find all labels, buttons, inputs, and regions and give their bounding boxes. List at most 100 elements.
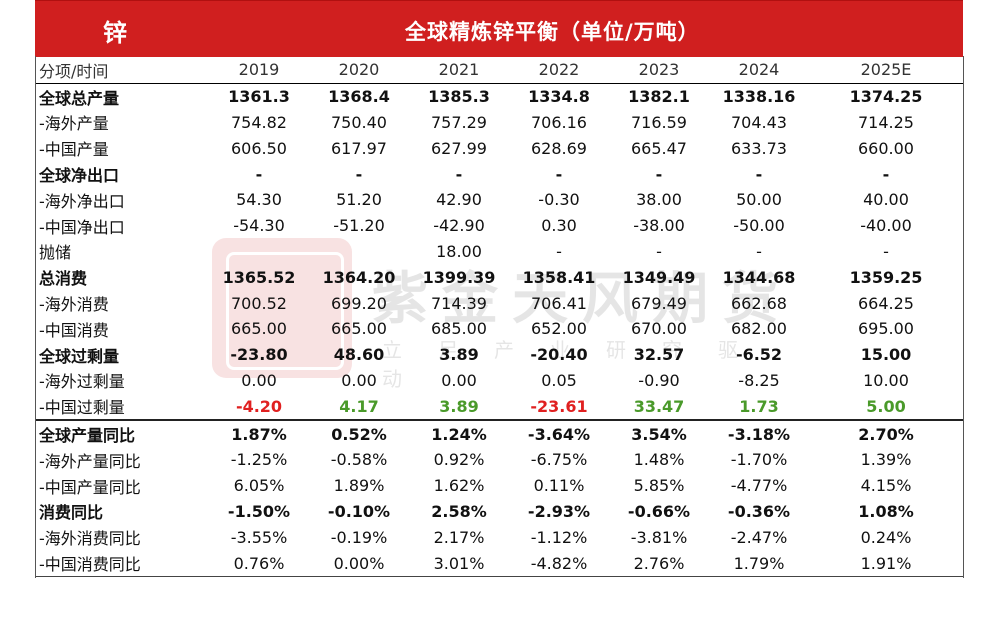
table-row: -中国产量同比 6.05% 1.89% 1.62% 0.11% 5.85% -4.77% 4.… (35, 473, 963, 499)
table-cell: 1.91% (809, 550, 963, 577)
table-cell: 1385.3 (428, 87, 490, 107)
table-cell: 679.49 (631, 293, 687, 313)
table-cell: 0.52% (309, 419, 409, 447)
table-cell: -23.61 (530, 396, 588, 416)
table-cell: 1.73 (739, 396, 779, 416)
table-cell: 3.89 (439, 345, 479, 365)
table-cell: -3.18% (709, 419, 809, 447)
table-cell: 0.05 (541, 370, 577, 390)
table-cell: 662.68 (731, 293, 787, 313)
row-label: 全球过剩量 (39, 346, 120, 366)
row-label: -海外净出口 (39, 191, 125, 211)
table-cell: 1364.20 (322, 267, 396, 287)
table-cell: 1.24% (409, 419, 509, 447)
row-label: -中国消费同比 (35, 550, 209, 577)
table-row: 抛储 18.00 - - - - (35, 239, 963, 265)
table-cell: 0.30 (541, 216, 577, 236)
table-cell: -1.25% (230, 450, 288, 470)
row-label: -海外过剩量 (39, 372, 125, 392)
table-cell: 714.39 (431, 293, 487, 313)
table-cell: 0.00 (341, 370, 377, 390)
table-cell: -0.90 (638, 370, 680, 390)
table-cell: 682.00 (731, 319, 787, 339)
table-cell: -42.90 (433, 216, 485, 236)
row-label: -海外消费 (39, 295, 109, 315)
table-cell: 40.00 (863, 190, 909, 210)
table-cell: -3.55% (230, 527, 288, 547)
table-cell: -2.93% (527, 501, 591, 521)
table-cell: 652.00 (531, 319, 587, 339)
row-label: -中国过剩量 (39, 398, 125, 418)
column-header-row: 分项/时间 2019 2020 2021 2022 2023 2024 2025… (35, 57, 963, 84)
table-cell: -54.30 (233, 216, 285, 236)
table-cell: 2.58% (431, 501, 487, 521)
table-cell: 54.30 (236, 190, 282, 210)
table-row: 消费同比 -1.50% -0.10% 2.58% -2.93% -0.66% -0.36% 1… (35, 499, 963, 525)
table-cell: 2.70% (809, 419, 963, 447)
table-cell: 704.43 (731, 112, 787, 132)
table-cell: 1358.41 (522, 267, 596, 287)
table-cell: -1.70% (730, 450, 788, 470)
table-row: -海外净出口 54.30 51.20 42.90 -0.30 38.00 50.00 40.0… (35, 187, 963, 213)
metal-name: 锌 (103, 19, 127, 47)
table-cell: 1361.3 (228, 87, 290, 107)
table-cell: 633.73 (731, 138, 787, 158)
table-cell: 1338.16 (722, 87, 796, 107)
table-row: 全球总产量 1361.3 1368.4 1385.3 1334.8 1382.1 1338.… (35, 83, 963, 109)
table-cell: 0.92% (433, 450, 485, 470)
column-header-year: 2023 (609, 57, 709, 84)
table-cell: -4.82% (509, 550, 609, 577)
table-cell: -0.36% (727, 501, 791, 521)
table-cell: 3.89 (439, 396, 479, 416)
table-row: -中国过剩量 -4.20 4.17 3.89 -23.61 33.47 1.73 5.00 (35, 393, 963, 420)
table-row: -中国消费同比 0.76% 0.00% 3.01% -4.82% 2.76% 1.79% 1.… (35, 550, 963, 577)
table-cell: 3.54% (609, 419, 709, 447)
table-row: -海外消费 700.52 699.20 714.39 706.41 679.49 662.6… (35, 290, 963, 316)
table-row: -中国消费 665.00 665.00 685.00 652.00 670.00 682.0… (35, 316, 963, 342)
column-header-year: 2022 (509, 57, 609, 84)
table-cell: 699.20 (331, 293, 387, 313)
table-cell: -2.47% (730, 527, 788, 547)
table-cell: -3.64% (509, 419, 609, 447)
table-cell: 4.17 (339, 396, 379, 416)
table-cell: 660.00 (858, 138, 914, 158)
table-cell: 1.39% (860, 450, 912, 470)
table-cell: 1.08% (858, 501, 914, 521)
table-cell: -50.00 (733, 216, 785, 236)
table-cell: - (756, 241, 762, 261)
balance-table: 分项/时间 2019 2020 2021 2022 2023 2024 2025… (35, 57, 963, 577)
table-row: -中国产量 606.50 617.97 627.99 628.69 665.47 633.7… (35, 135, 963, 161)
table-cell: 757.29 (431, 112, 487, 132)
row-label: -中国产量同比 (39, 477, 141, 497)
table-cell: 1349.49 (622, 267, 696, 287)
row-label: 总消费 (39, 269, 88, 289)
table-cell: -6.52 (735, 345, 783, 365)
table-cell: 1382.1 (628, 87, 690, 107)
table-cell: 1334.8 (528, 87, 590, 107)
table-cell: 33.47 (633, 396, 685, 416)
table-cell: -1.50% (227, 501, 291, 521)
table-cell: 617.97 (331, 138, 387, 158)
column-header-year: 2024 (709, 57, 809, 84)
table-header-bar: 锌 全球精炼锌平衡（单位/万吨） (35, 0, 963, 57)
column-header-year: 2019 (209, 57, 309, 84)
table-row: -中国净出口 -54.30 -51.20 -42.90 0.30 -38.00 -50.00… (35, 213, 963, 239)
table-cell: -0.66% (627, 501, 691, 521)
table-cell: 670.00 (631, 319, 687, 339)
column-header-year: 2020 (309, 57, 409, 84)
table-cell: 716.59 (631, 112, 687, 132)
row-label: -海外产量 (39, 114, 109, 134)
table-cell: -4.20 (235, 396, 283, 416)
row-label: 全球产量同比 (35, 419, 209, 447)
table-cell: -40.00 (860, 216, 912, 236)
table-cell: 665.47 (631, 138, 687, 158)
table-row: 全球净出口 - - - - - - - (35, 161, 963, 187)
row-label: 全球总产量 (39, 88, 120, 108)
table-cell: 51.20 (336, 190, 382, 210)
table-cell: - (355, 164, 363, 184)
column-header-year: 2021 (409, 57, 509, 84)
table-cell: 1.79% (709, 550, 809, 577)
table-cell: 665.00 (331, 319, 387, 339)
table-cell: 1344.68 (722, 267, 796, 287)
table-cell: 0.11% (533, 476, 585, 496)
